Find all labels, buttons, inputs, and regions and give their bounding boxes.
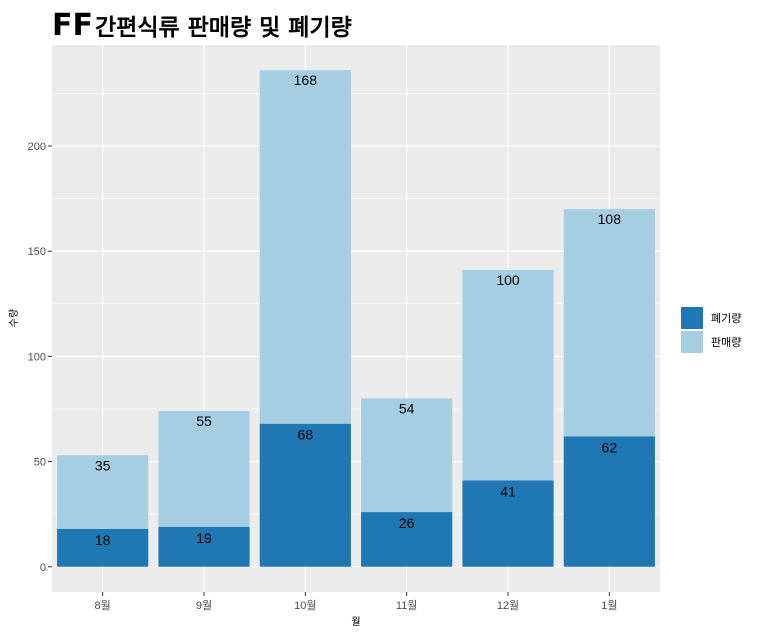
y-tick-label: 200 [28, 141, 46, 153]
legend-label: 폐기량 [711, 312, 741, 325]
x-tick-label: 1월 [601, 599, 617, 612]
chart-title-prefix: FF [52, 8, 93, 43]
data-label-sales: 54 [399, 400, 415, 416]
chart-title: FF간편식류 판매량 및 폐기량 [52, 8, 352, 43]
bar-segment-disposal [462, 480, 554, 567]
y-axis: 0 50 100 150 200 [28, 141, 52, 574]
bar-segment-disposal [361, 512, 453, 567]
data-label-sales: 108 [598, 211, 622, 227]
x-axis-title: 월 [351, 616, 360, 628]
data-label-sales: 35 [95, 457, 111, 473]
bar-segment-sales [57, 455, 149, 529]
y-tick-label: 50 [34, 457, 46, 469]
bars [57, 70, 655, 567]
data-label-disposal: 62 [602, 439, 618, 455]
grid-minor [52, 93, 660, 515]
bar-segment-disposal [259, 423, 351, 567]
bar-segment-sales [158, 411, 250, 527]
data-label-disposal: 68 [298, 427, 314, 443]
bar-segment-disposal [57, 528, 149, 567]
data-label-sales: 168 [294, 72, 318, 88]
x-tick-label: 11월 [396, 599, 418, 612]
plot-panel [52, 45, 660, 592]
bar-segment-disposal [563, 436, 655, 567]
bar-segment-sales [462, 270, 554, 481]
chart-title-main: 간편식류 판매량 및 폐기량 [95, 15, 352, 41]
x-tick-label: 9월 [196, 599, 212, 612]
y-axis-title: 수량 [8, 309, 20, 327]
y-tick-label: 0 [40, 562, 46, 574]
data-label-sales: 100 [496, 272, 520, 288]
data-label-disposal: 41 [500, 483, 516, 499]
bar-segment-disposal [158, 526, 250, 567]
data-label-disposal: 18 [95, 532, 111, 548]
x-tick-label: 8월 [95, 599, 111, 612]
legend-key [681, 331, 703, 353]
x-tick-label: 10월 [294, 599, 316, 612]
bar-segment-sales [259, 70, 351, 424]
x-tick-label: 12월 [497, 599, 519, 612]
legend-key [681, 307, 703, 329]
x-axis: 8월 9월 10월 11월 12월 1월 [95, 592, 617, 612]
bar-segment-sales [361, 398, 453, 513]
data-labels: 18 35 19 55 68 168 26 54 41 100 62 108 [95, 72, 621, 548]
y-tick-label: 150 [28, 246, 46, 258]
bar-segment-sales [563, 209, 655, 437]
y-tick-label: 100 [28, 351, 46, 363]
data-label-sales: 55 [196, 413, 212, 429]
legend-label: 판매량 [711, 336, 741, 349]
data-label-disposal: 26 [399, 515, 415, 531]
data-label-disposal: 19 [196, 530, 212, 546]
